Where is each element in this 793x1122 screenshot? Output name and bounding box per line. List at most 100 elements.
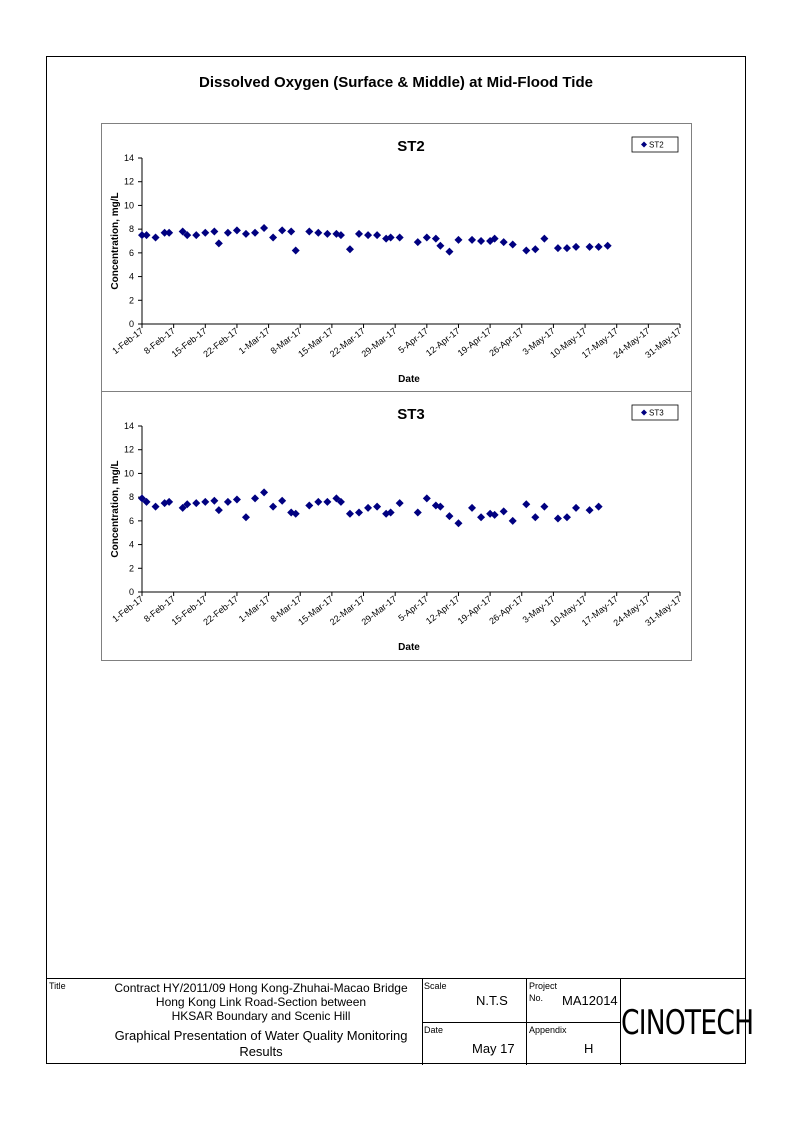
page-frame xyxy=(46,56,746,1064)
data-point xyxy=(386,233,395,242)
chart-st3: ST3 0 2 4 6 8 10 12 14 1-Feb-17 8-Feb-17 15-Feb-17 2… xyxy=(101,391,692,661)
data-point xyxy=(223,228,232,237)
data-point xyxy=(431,234,440,243)
data-point xyxy=(314,497,323,506)
data-point xyxy=(445,247,454,256)
y-tick-label: 2 xyxy=(129,295,134,305)
data-point xyxy=(373,502,382,511)
x-tick-label: 19-Apr-17 xyxy=(456,326,494,359)
legend-label: ST2 xyxy=(649,141,664,150)
x-tick-label: 1-Mar-17 xyxy=(237,326,272,356)
y-tick-label: 0 xyxy=(129,319,134,329)
x-tick-label: 26-Apr-17 xyxy=(487,594,525,627)
data-point xyxy=(531,513,540,522)
data-point xyxy=(508,240,517,249)
data-point xyxy=(422,233,431,242)
data-point xyxy=(160,228,169,237)
data-point xyxy=(490,234,499,243)
y-tick-label: 8 xyxy=(129,224,134,234)
y-tick-label: 14 xyxy=(124,153,134,163)
legend-box xyxy=(631,404,679,421)
scale-value: N.T.S xyxy=(476,993,508,1008)
project-number: MA12014 xyxy=(562,993,618,1008)
x-tick-label: 1-Feb-17 xyxy=(110,594,145,624)
x-tick-label: 29-Mar-17 xyxy=(360,326,399,359)
data-point xyxy=(436,241,445,250)
data-point xyxy=(468,503,477,512)
title-label: Title xyxy=(49,981,66,991)
x-tick-label: 19-Apr-17 xyxy=(456,594,494,627)
chart-title: ST3 xyxy=(397,406,425,423)
y-tick-label: 6 xyxy=(129,248,134,258)
data-point xyxy=(585,506,594,515)
data-point xyxy=(345,245,354,254)
data-point xyxy=(355,229,364,238)
y-tick-label: 6 xyxy=(129,516,134,526)
y-tick-label: 10 xyxy=(124,200,134,210)
data-point xyxy=(201,497,210,506)
data-point xyxy=(138,494,146,503)
legend-marker xyxy=(641,141,647,148)
x-tick-label: 29-Mar-17 xyxy=(360,594,399,627)
data-point xyxy=(269,233,278,242)
data-point xyxy=(314,228,323,237)
x-axis-title: Date xyxy=(398,642,420,653)
x-tick-label: 22-Feb-17 xyxy=(201,326,240,359)
data-point xyxy=(165,497,174,506)
chart-st2: ST2 0 2 4 6 8 10 12 14 1-Feb-17 8-Feb-17 15-Feb-17 2… xyxy=(101,123,692,392)
y-tick-label: 10 xyxy=(124,468,134,478)
y-tick-label: 12 xyxy=(124,177,134,187)
data-point xyxy=(477,513,486,522)
y-axis-title: Concentration, mg/L xyxy=(110,460,121,557)
data-point xyxy=(305,227,314,236)
data-point xyxy=(585,242,594,251)
data-point xyxy=(522,246,531,255)
data-point xyxy=(413,508,422,517)
legend-box xyxy=(631,136,679,153)
x-axis-title: Date xyxy=(398,374,420,385)
y-tick-label: 0 xyxy=(129,587,134,597)
x-tick-label: 22-Feb-17 xyxy=(201,594,240,627)
drawing-subtitle: Graphical Presentation of Water Quality … xyxy=(106,1028,416,1060)
data-point xyxy=(305,501,314,510)
title-block: Title Contract HY/2011/09 Hong Kong-Zhuh… xyxy=(46,978,754,1065)
date-value: May 17 xyxy=(472,1041,515,1056)
data-point xyxy=(192,499,201,508)
data-point xyxy=(151,502,160,511)
data-point xyxy=(291,509,300,518)
drawing-subtitle-line: Graphical Presentation of Water Quality … xyxy=(114,1028,408,1043)
data-point xyxy=(395,499,404,508)
data-point xyxy=(594,242,603,251)
data-point xyxy=(278,226,287,235)
data-point xyxy=(413,238,422,247)
data-point xyxy=(345,509,354,518)
data-point xyxy=(594,502,603,511)
data-point xyxy=(223,497,232,506)
data-point xyxy=(364,503,373,512)
data-point xyxy=(422,494,431,503)
y-tick-label: 4 xyxy=(129,272,134,282)
data-point xyxy=(323,497,332,506)
data-point xyxy=(386,508,395,517)
data-point xyxy=(499,238,508,247)
data-point xyxy=(178,503,187,512)
data-point xyxy=(332,229,341,238)
x-tick-label: 26-Apr-17 xyxy=(487,326,525,359)
data-point xyxy=(210,496,219,505)
legend-label: ST3 xyxy=(649,409,664,418)
x-tick-label: 12-Apr-17 xyxy=(424,326,462,359)
y-tick-label: 8 xyxy=(129,492,134,502)
data-point xyxy=(572,503,581,512)
data-point xyxy=(499,507,508,516)
drawing-subtitle-line: Results xyxy=(239,1044,283,1059)
data-point xyxy=(477,237,486,245)
data-point xyxy=(251,228,260,237)
data-point xyxy=(336,497,345,506)
chart-title: ST2 xyxy=(397,138,425,155)
data-point xyxy=(373,231,382,240)
y-tick-label: 14 xyxy=(124,421,134,431)
data-point xyxy=(142,231,151,240)
scale-label: Scale xyxy=(424,981,447,991)
data-point xyxy=(260,488,269,497)
contract-title-line: HKSAR Boundary and Scenic Hill xyxy=(171,1009,351,1023)
